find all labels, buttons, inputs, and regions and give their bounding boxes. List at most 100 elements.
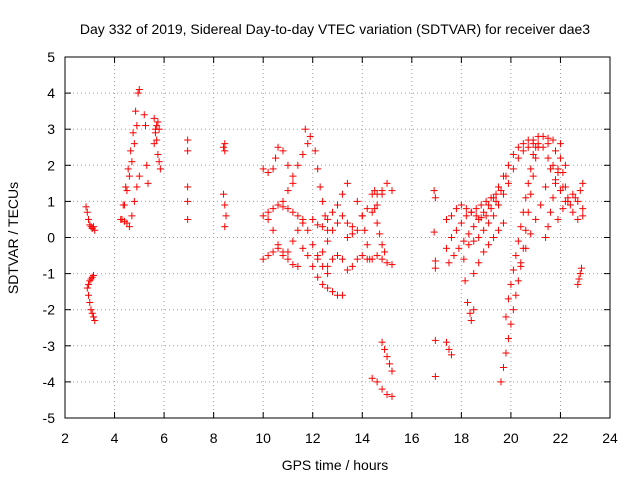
data-point <box>470 270 478 278</box>
data-point <box>373 378 381 386</box>
data-point <box>499 219 507 227</box>
data-point <box>358 212 366 220</box>
data-point <box>485 201 493 209</box>
data-point <box>549 136 557 144</box>
chart-title: Day 332 of 2019, Sidereal Day-to-day VTE… <box>80 21 590 37</box>
data-point <box>487 205 495 213</box>
y-tick-label: 0 <box>47 230 55 246</box>
data-point <box>284 161 292 169</box>
data-point <box>522 226 530 234</box>
data-point <box>574 280 582 288</box>
data-point <box>509 266 517 274</box>
data-point <box>120 201 128 209</box>
data-point <box>299 150 307 158</box>
data-point <box>289 172 297 180</box>
data-point <box>289 237 297 245</box>
data-point <box>220 190 228 198</box>
data-point <box>319 248 327 256</box>
data-point <box>371 205 379 213</box>
data-point <box>564 194 572 202</box>
data-point <box>343 234 351 241</box>
data-point <box>304 140 312 148</box>
x-tick-label: 4 <box>111 430 119 446</box>
data-point <box>559 205 567 213</box>
data-point <box>378 338 386 346</box>
grid <box>65 57 610 418</box>
data-point <box>134 89 142 97</box>
data-point <box>338 190 346 198</box>
data-point <box>353 255 361 263</box>
data-point <box>184 215 192 223</box>
x-tick-label: 14 <box>354 430 370 446</box>
data-point <box>130 140 138 148</box>
data-point <box>524 143 532 151</box>
data-point <box>274 241 282 249</box>
data-point <box>527 230 535 238</box>
data-point <box>309 241 317 249</box>
data-point <box>517 223 525 231</box>
data-point <box>495 183 503 191</box>
data-point <box>343 179 351 187</box>
data-point <box>542 234 550 241</box>
y-tick-label: -3 <box>43 338 56 354</box>
data-point <box>490 194 498 202</box>
data-point <box>324 284 332 292</box>
data-point <box>575 275 583 283</box>
data-point <box>89 223 97 231</box>
data-point <box>259 165 267 173</box>
data-point <box>123 219 131 227</box>
data-point <box>264 215 272 223</box>
x-tick-label: 8 <box>210 430 218 446</box>
x-tick-label: 18 <box>454 430 470 446</box>
data-point <box>443 244 450 252</box>
data-point <box>554 215 562 223</box>
data-point <box>383 179 391 187</box>
data-point <box>445 345 453 353</box>
data-point <box>383 259 391 267</box>
data-point <box>184 147 192 155</box>
data-point <box>284 205 292 213</box>
data-point <box>527 165 535 173</box>
data-point <box>460 237 468 245</box>
data-point <box>324 215 332 223</box>
data-point <box>512 291 520 299</box>
x-tick-label: 16 <box>404 430 420 446</box>
data-point <box>259 255 267 263</box>
data-point <box>86 298 94 306</box>
data-point <box>431 257 439 265</box>
data-point <box>133 183 141 191</box>
data-point <box>368 255 376 263</box>
data-point <box>547 208 555 216</box>
data-point <box>284 255 292 263</box>
data-point <box>269 226 277 234</box>
data-point <box>509 165 517 173</box>
data-points <box>82 85 587 400</box>
data-point <box>579 179 587 187</box>
data-point <box>524 179 532 187</box>
data-point <box>373 201 381 209</box>
data-point <box>264 208 272 216</box>
data-point <box>334 201 341 209</box>
data-point <box>222 212 230 220</box>
y-tick-label: 4 <box>47 85 55 101</box>
data-point <box>83 284 91 292</box>
data-point <box>289 208 297 216</box>
data-point <box>353 226 361 234</box>
data-point <box>504 295 512 303</box>
data-point <box>309 262 317 270</box>
data-point <box>388 392 396 400</box>
x-tick-label: 6 <box>160 430 168 446</box>
data-point <box>343 266 351 274</box>
data-point <box>348 262 356 270</box>
data-point <box>329 226 337 234</box>
data-point <box>504 335 512 343</box>
data-point <box>464 298 472 306</box>
data-point <box>547 165 555 173</box>
data-point <box>499 172 507 180</box>
data-point <box>569 190 577 198</box>
data-point <box>155 125 163 133</box>
data-point <box>512 252 520 260</box>
data-point <box>88 273 96 281</box>
data-point <box>552 176 559 184</box>
